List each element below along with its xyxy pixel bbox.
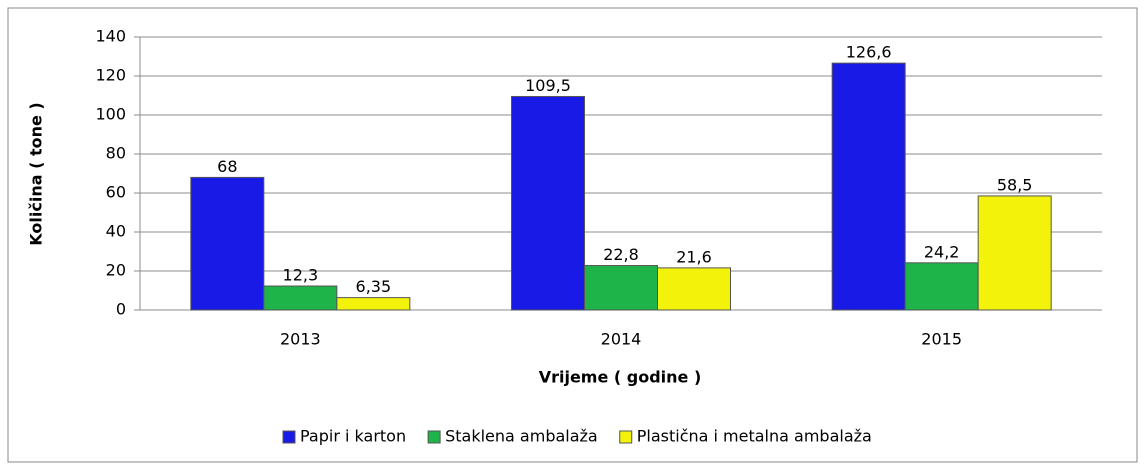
- y-tick-label: 100: [95, 105, 126, 124]
- data-label: 126,6: [846, 43, 892, 62]
- data-label: 21,6: [676, 247, 712, 266]
- data-label: 22,8: [603, 245, 639, 264]
- x-tick-label: 2014: [601, 330, 642, 349]
- data-label: 58,5: [997, 175, 1033, 194]
- y-tick-label: 40: [106, 222, 126, 241]
- bar: [190, 176, 265, 311]
- legend-swatch: [282, 430, 296, 444]
- y-tick-label: 60: [106, 183, 126, 202]
- bar: [584, 265, 658, 311]
- x-tick-label: 2013: [280, 330, 321, 349]
- y-tick-label: 20: [106, 261, 126, 280]
- y-axis-title: Količina ( tone ): [27, 102, 46, 245]
- bar: [831, 62, 906, 311]
- bar: [511, 95, 585, 311]
- legend-label: Staklena ambalaža: [445, 427, 598, 446]
- bar: [657, 267, 731, 311]
- y-tick-label: 120: [95, 66, 126, 85]
- data-label: 12,3: [283, 266, 319, 285]
- y-tick-label: 0: [116, 300, 126, 319]
- data-label: 109,5: [525, 76, 571, 95]
- legend-label: Plastična i metalna ambalaža: [637, 427, 872, 446]
- x-axis-title: Vrijeme ( godine ): [539, 368, 702, 387]
- bar: [977, 195, 1052, 311]
- data-label: 24,2: [924, 242, 960, 261]
- data-label: 6,35: [356, 277, 392, 296]
- legend-label: Papir i karton: [300, 427, 406, 446]
- legend-swatch: [619, 430, 633, 444]
- bar: [336, 297, 411, 311]
- legend-swatch: [427, 430, 441, 444]
- y-tick-label: 140: [95, 27, 126, 46]
- data-label: 68: [217, 157, 237, 176]
- bar: [263, 285, 338, 311]
- y-tick-label: 80: [106, 144, 126, 163]
- bar: [904, 262, 979, 311]
- x-tick-label: 2015: [921, 330, 962, 349]
